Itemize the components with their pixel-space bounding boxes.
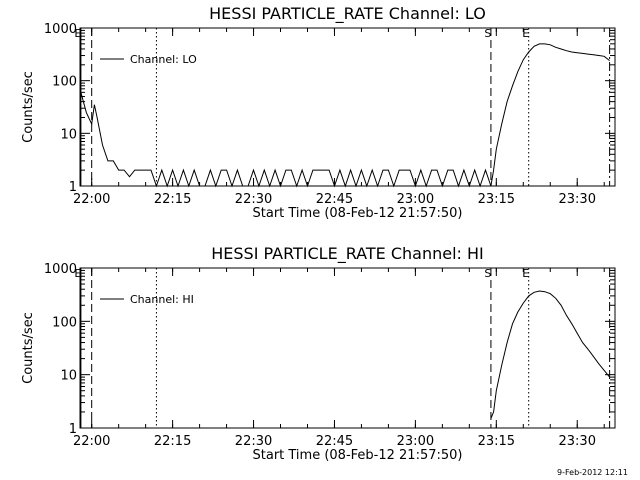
x-tick-label: 23:30 [559, 434, 596, 449]
y-axis-label: Counts/sec [21, 71, 36, 143]
event-marker-label: E [74, 27, 81, 40]
plot-frame [79, 267, 616, 429]
y-tick-label: 10 [60, 369, 77, 384]
footer-timestamp: 9-Feb-2012 12:11 [557, 468, 628, 477]
x-tick-label: 23:30 [559, 192, 596, 207]
y-tick-label: 1 [69, 180, 77, 195]
x-tick-label: 23:00 [397, 192, 434, 207]
event-marker-label: S [484, 267, 491, 280]
y-tick-label: 1000 [44, 22, 77, 37]
x-tick-label: 22:00 [73, 192, 110, 207]
legend-label: Channel: HI [130, 293, 194, 306]
x-tick-label: 22:45 [316, 192, 353, 207]
x-tick-label: 22:00 [73, 434, 110, 449]
y-tick-label: 100 [52, 315, 77, 330]
series-line [490, 290, 610, 419]
event-marker-label: S [484, 27, 491, 40]
x-tick-label: 22:15 [154, 434, 191, 449]
x-tick-label: 22:30 [235, 192, 272, 207]
series-line [80, 43, 610, 188]
y-tick-label: 100 [52, 75, 77, 90]
x-axis-label: Start Time (08-Feb-12 21:57:50) [253, 448, 463, 463]
x-tick-label: 23:15 [478, 192, 515, 207]
event-marker-label: E [522, 267, 529, 280]
y-axis-label: Counts/sec [21, 312, 36, 384]
x-tick-label: 22:45 [316, 434, 353, 449]
plot-frame [79, 27, 616, 187]
x-tick-label: 22:30 [235, 434, 272, 449]
chart-title: HESSI PARTICLE_RATE Channel: LO [209, 4, 486, 24]
x-axis-label: Start Time (08-Feb-12 21:57:50) [253, 206, 463, 221]
event-marker-label: E [522, 27, 529, 40]
x-tick-label: 22:15 [154, 192, 191, 207]
legend-label: Channel: LO [130, 53, 197, 66]
x-tick-label: 23:15 [478, 434, 515, 449]
event-marker-label: E [74, 267, 81, 280]
y-tick-label: 10 [60, 127, 77, 142]
y-tick-label: 1000 [44, 262, 77, 277]
chart-title: HESSI PARTICLE_RATE Channel: HI [211, 244, 484, 264]
panel-hi: HESSI PARTICLE_RATE Channel: HI 1 10 100 100… [21, 244, 616, 463]
x-tick-label: 23:00 [397, 434, 434, 449]
panel-lo: HESSI PARTICLE_RATE Channel: LO 1 10 100 100… [21, 4, 616, 221]
y-tick-label: 1 [69, 422, 77, 437]
